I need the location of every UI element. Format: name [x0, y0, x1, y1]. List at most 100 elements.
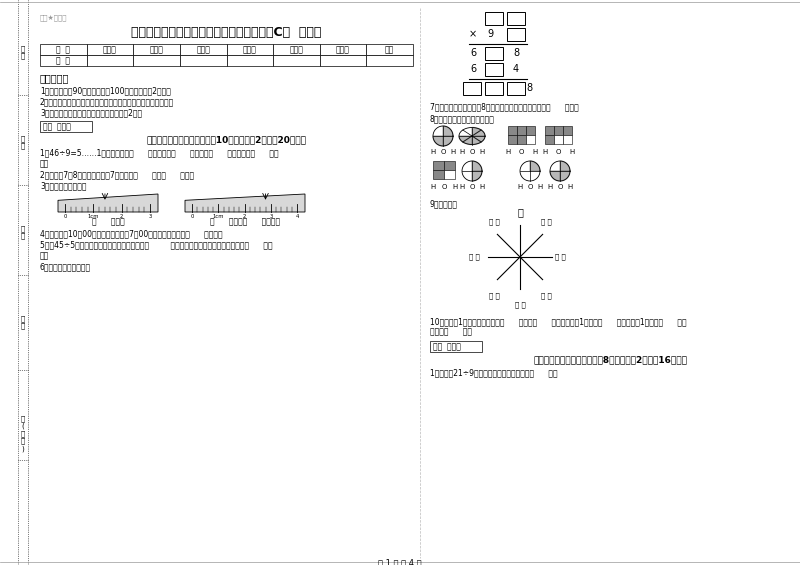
Text: 西南师大版三年级数学下学期期末考试试卷C卷  含答案: 西南师大版三年级数学下学期期末考试试卷C卷 含答案 — [131, 26, 322, 39]
Text: 7、小明从一楼到三楼用8秒，照这样他从一楼到五楼用（      ）秒。: 7、小明从一楼到三楼用8秒，照这样他从一楼到五楼用（ ）秒。 — [430, 102, 578, 111]
Bar — [508, 135, 517, 144]
Text: 1、考试时间：90分钟，满分为100分（含卷面分2分）。: 1、考试时间：90分钟，满分为100分（含卷面分2分）。 — [40, 86, 171, 95]
Text: 4: 4 — [513, 64, 519, 74]
Bar — [180, 44, 226, 55]
Text: 3、量出钉子的长度。: 3、量出钉子的长度。 — [40, 181, 86, 190]
Text: ）。: ）。 — [40, 251, 50, 260]
Text: 9: 9 — [487, 29, 493, 39]
Text: O: O — [558, 184, 562, 190]
Text: 3、不要在试卷上乱写乱画，卷面不整洁扣2分。: 3、不要在试卷上乱写乱画，卷面不整洁扣2分。 — [40, 108, 142, 117]
Polygon shape — [472, 136, 485, 142]
Text: （ ）: （ ） — [541, 292, 551, 299]
Text: 5、口45÷5，要使商是两位数，口里最大可填（         ）；要使商是三位数，口里最小应填（      ）。: 5、口45÷5，要使商是两位数，口里最大可填（ ）；要使商是三位数，口里最小应填… — [40, 240, 273, 249]
Text: 学
号: 学 号 — [21, 45, 25, 59]
Text: 3: 3 — [269, 214, 272, 219]
Bar — [485, 47, 503, 60]
Bar — [40, 55, 86, 66]
Polygon shape — [560, 171, 570, 181]
Text: （ ）: （ ） — [489, 218, 499, 225]
Text: 总分: 总分 — [385, 45, 394, 54]
Bar — [517, 126, 526, 135]
Polygon shape — [58, 194, 158, 212]
Bar — [517, 135, 526, 144]
Bar — [545, 126, 554, 135]
Text: 学
校: 学 校 — [21, 315, 25, 329]
Bar — [366, 55, 413, 66]
Text: H: H — [452, 184, 458, 190]
Bar — [554, 135, 563, 144]
Bar — [554, 126, 563, 135]
Text: 2: 2 — [243, 214, 246, 219]
Bar — [485, 82, 503, 95]
Text: O: O — [555, 149, 561, 155]
Text: 填空题: 填空题 — [103, 45, 117, 54]
Polygon shape — [185, 194, 305, 212]
Text: O: O — [470, 149, 474, 155]
Text: H: H — [538, 184, 542, 190]
Text: H: H — [542, 149, 548, 155]
Text: H: H — [479, 184, 485, 190]
Polygon shape — [530, 161, 540, 171]
Text: O: O — [470, 184, 474, 190]
Bar — [444, 161, 455, 170]
Text: 计算题: 计算题 — [243, 45, 257, 54]
Text: ）。: ）。 — [40, 159, 50, 168]
Text: 8: 8 — [526, 83, 532, 93]
Text: 判断题: 判断题 — [196, 45, 210, 54]
Text: H: H — [570, 149, 574, 155]
Text: O: O — [442, 184, 446, 190]
Bar — [563, 126, 572, 135]
Bar — [134, 44, 180, 55]
Text: 9、填一填。: 9、填一填。 — [430, 199, 458, 208]
Bar — [507, 12, 525, 25]
Text: （      ）厘米（      ）毫米。: （ ）厘米（ ）毫米。 — [210, 217, 280, 226]
Text: O: O — [440, 149, 446, 155]
Bar — [485, 63, 503, 76]
Text: 得分  评卷人: 得分 评卷人 — [43, 122, 71, 131]
Bar — [180, 55, 226, 66]
Bar — [226, 44, 273, 55]
Text: 3: 3 — [148, 214, 152, 219]
Text: 2、请首先按要求在试卷的指定位置填写您的姓名、班级、学号。: 2、请首先按要求在试卷的指定位置填写您的姓名、班级、学号。 — [40, 97, 174, 106]
Text: 考试须知：: 考试须知： — [40, 73, 70, 83]
Bar — [430, 341, 482, 352]
Text: 姓
名: 姓 名 — [21, 135, 25, 149]
Text: 1、要使口21÷9的商是三位数，口里只能填（      ）。: 1、要使口21÷9的商是三位数，口里只能填（ ）。 — [430, 368, 558, 377]
Bar — [40, 121, 92, 132]
Text: 得分  评卷人: 得分 评卷人 — [433, 342, 461, 351]
Bar — [86, 44, 134, 55]
Text: O: O — [527, 184, 533, 190]
Text: 8、看图写分数，并比较大小。: 8、看图写分数，并比较大小。 — [430, 114, 495, 123]
Polygon shape — [463, 136, 472, 145]
Text: （ ）: （ ） — [469, 253, 479, 259]
Text: 6: 6 — [470, 48, 476, 58]
Bar — [433, 161, 444, 170]
Bar — [273, 55, 320, 66]
Text: H: H — [532, 149, 538, 155]
Bar — [508, 126, 517, 135]
Polygon shape — [472, 136, 481, 145]
Bar — [86, 55, 134, 66]
Text: （ ）: （ ） — [541, 218, 551, 225]
Bar — [134, 55, 180, 66]
Bar — [366, 44, 413, 55]
Text: 4、小林晚上10：00睡觉，第二天早上7：00起床，他一共睡了（      ）小时。: 4、小林晚上10：00睡觉，第二天早上7：00起床，他一共睡了（ ）小时。 — [40, 229, 222, 238]
Text: 0: 0 — [63, 214, 66, 219]
Text: 10、分针走1小格，秒针正好走（      ），是（      ）秒，分针走1大格是（      ），时针走1大格是（      ）。: 10、分针走1小格，秒针正好走（ ），是（ ）秒，分针走1大格是（ ），时针走1… — [430, 317, 686, 326]
Text: H: H — [430, 184, 436, 190]
Text: 4: 4 — [295, 214, 298, 219]
Bar — [433, 170, 444, 179]
Polygon shape — [472, 161, 482, 171]
Polygon shape — [443, 136, 453, 146]
Text: H: H — [459, 184, 465, 190]
Polygon shape — [550, 171, 560, 181]
Polygon shape — [443, 126, 453, 136]
Text: 北: 北 — [517, 207, 523, 217]
Bar — [507, 28, 525, 41]
Bar — [526, 135, 535, 144]
Text: 1cm: 1cm — [87, 214, 99, 219]
Bar — [273, 44, 320, 55]
Polygon shape — [472, 130, 485, 136]
Text: 6: 6 — [470, 64, 476, 74]
Polygon shape — [459, 136, 472, 142]
